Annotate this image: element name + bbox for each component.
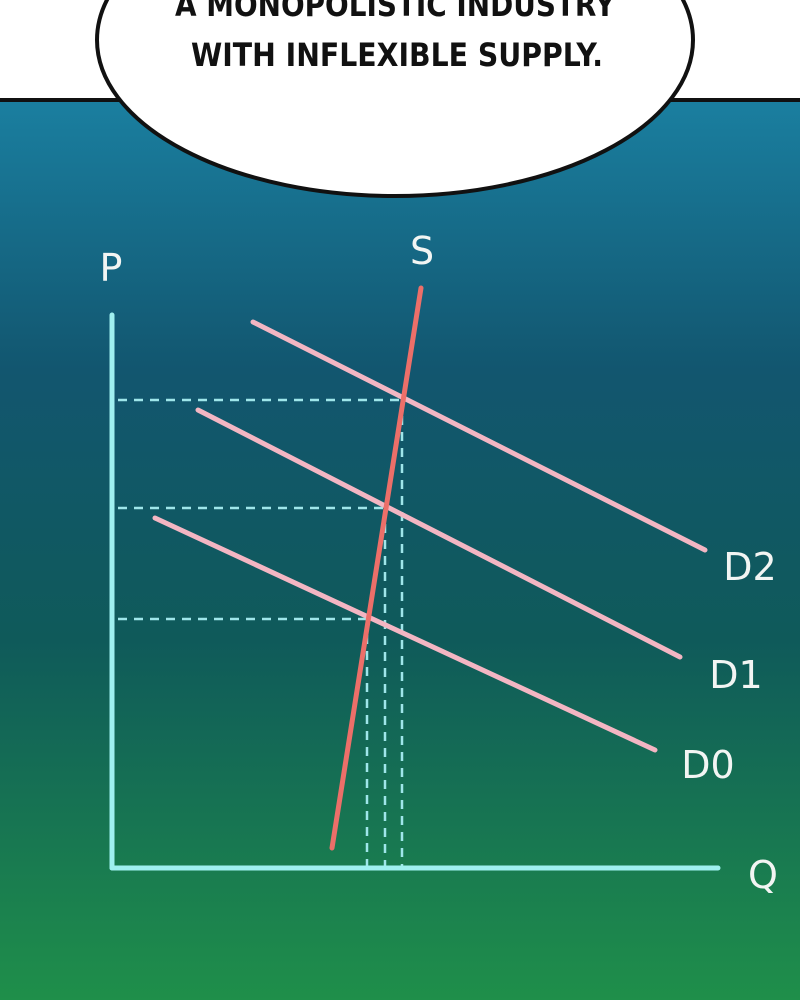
curve-label: S	[410, 229, 434, 273]
background	[0, 100, 800, 1000]
demand-curve	[195, 407, 683, 660]
bubble-text: WITH INFLEXIBLE SUPPLY.	[191, 36, 603, 74]
curve-label: D2	[723, 545, 776, 589]
curve-label: D0	[681, 743, 734, 787]
curve-label: D1	[709, 653, 762, 697]
demand-curve	[250, 319, 708, 553]
bubble-text: A MONOPOLISTIC INDUSTRY	[175, 0, 616, 24]
supply-curve	[329, 285, 424, 851]
speech-bubble	[95, 0, 695, 198]
demand-curve	[152, 515, 658, 753]
y-axis-label: P	[100, 246, 123, 290]
x-axis-label: Q	[748, 853, 778, 897]
